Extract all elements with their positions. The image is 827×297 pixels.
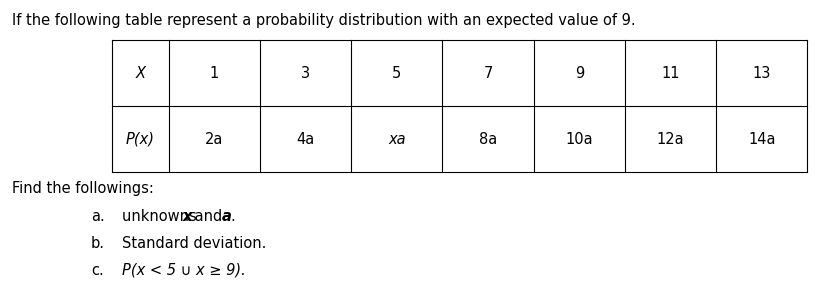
Text: 2a: 2a <box>205 132 223 147</box>
Text: 12a: 12a <box>656 132 683 147</box>
Text: 4a: 4a <box>296 132 314 147</box>
Text: 1: 1 <box>209 66 219 81</box>
Text: c.: c. <box>91 263 103 278</box>
Text: a: a <box>222 209 232 225</box>
Text: 7: 7 <box>483 66 492 81</box>
Text: Standard deviation.: Standard deviation. <box>122 236 265 251</box>
Text: and: and <box>190 209 227 225</box>
Text: unknowns: unknowns <box>122 209 201 225</box>
Text: b.: b. <box>91 236 105 251</box>
Text: 9: 9 <box>574 66 583 81</box>
Text: 5: 5 <box>392 66 401 81</box>
Text: X: X <box>135 66 145 81</box>
Text: 10a: 10a <box>565 132 592 147</box>
Text: Find the followings:: Find the followings: <box>12 181 153 196</box>
Text: P(x < 5 ∪ x ≥ 9).: P(x < 5 ∪ x ≥ 9). <box>122 263 245 278</box>
Text: x: x <box>182 209 191 225</box>
Text: P(x): P(x) <box>126 132 155 147</box>
Text: 11: 11 <box>661 66 679 81</box>
Text: a.: a. <box>91 209 105 225</box>
Text: If the following table represent a probability distribution with an expected val: If the following table represent a proba… <box>12 13 634 29</box>
Text: .: . <box>230 209 235 225</box>
Text: 13: 13 <box>752 66 770 81</box>
Text: xa: xa <box>388 132 405 147</box>
Text: 8a: 8a <box>478 132 496 147</box>
Text: 14a: 14a <box>747 132 775 147</box>
Text: 3: 3 <box>301 66 310 81</box>
